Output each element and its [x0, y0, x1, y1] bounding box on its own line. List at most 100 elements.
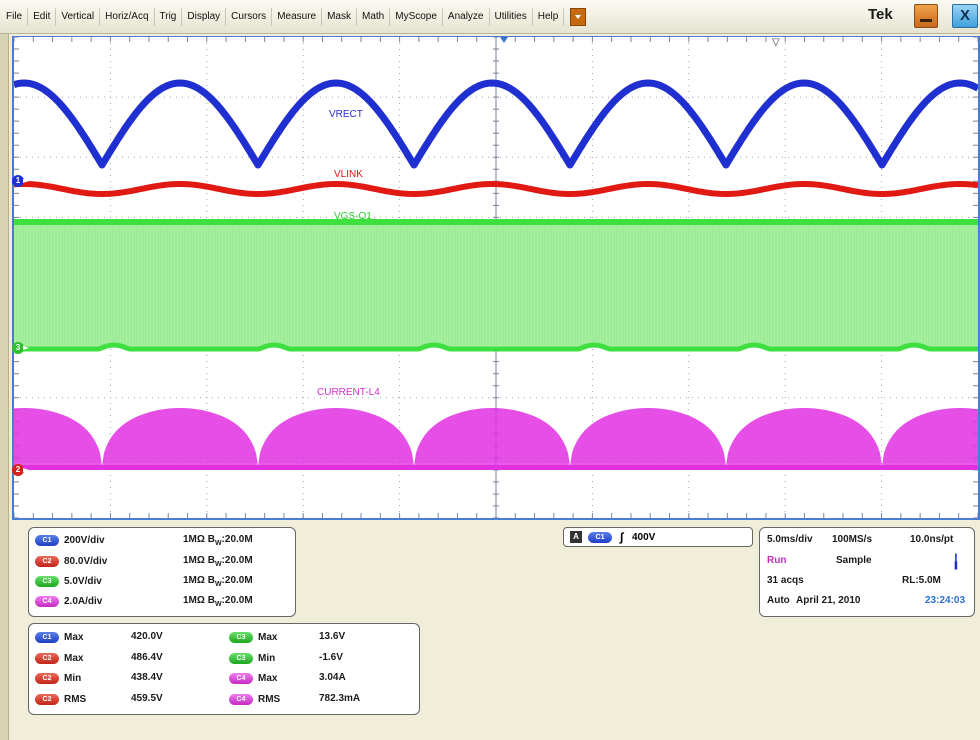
- date: April 21, 2010: [796, 595, 861, 606]
- measurement-value: 486.4V: [131, 652, 163, 663]
- measurement-row[interactable]: C1 Max: [35, 630, 83, 644]
- sample-rate: 100MS/s: [832, 534, 873, 545]
- measurement-row[interactable]: C2 Min: [35, 671, 81, 685]
- waveform-display[interactable]: VRECT VLINK VGS-Q1 CURRENT-L4: [12, 36, 980, 520]
- left-edge-bar: [0, 34, 9, 740]
- bandwidth-c1: 1MΩ BW:20.0M: [183, 534, 253, 547]
- measurement-row[interactable]: C3 Min: [229, 651, 275, 665]
- acq-mode: Sample: [836, 555, 872, 566]
- channel-setting-c2[interactable]: C2 80.0V/div: [35, 554, 107, 568]
- vgs-high-level: [14, 219, 978, 225]
- menu-help[interactable]: Help: [533, 8, 565, 26]
- channel-settings-panel[interactable]: C1 200V/div C2 80.0V/div C3 5.0V/div C4 …: [28, 527, 296, 617]
- measurement-name: Max: [258, 672, 278, 684]
- scale-value: 80.0V/div: [64, 555, 108, 567]
- trigger-level: 400V: [632, 532, 656, 543]
- menu-file[interactable]: File: [4, 8, 29, 26]
- channel-badge: C3: [229, 631, 253, 643]
- measurement-value: -1.6V: [319, 652, 343, 663]
- bandwidth-c2: 1MΩ BW:20.0M: [183, 555, 253, 568]
- measurement-name: Max: [64, 631, 84, 643]
- channel-setting-c4[interactable]: C4 2.0A/div: [35, 594, 102, 608]
- channel-badge: C2: [35, 693, 59, 705]
- label-vrect: VRECT: [329, 109, 363, 120]
- measurement-value: 13.6V: [319, 631, 346, 642]
- menu-horiz-acq[interactable]: Horiz/Acq: [100, 8, 155, 26]
- label-current-l4: CURRENT-L4: [317, 387, 380, 398]
- measurement-name: RMS: [64, 693, 87, 705]
- measurement-value: 420.0V: [131, 631, 163, 642]
- channel-badge: C2: [35, 652, 59, 664]
- scale-value: 200V/div: [64, 534, 105, 546]
- menu: File Edit Vertical Horiz/Acq Trig Displa…: [4, 8, 587, 26]
- channel2-marker[interactable]: 2: [12, 464, 29, 476]
- label-vlink: VLINK: [334, 169, 363, 180]
- measurement-value: 3.04A: [319, 672, 346, 683]
- vlink-trace: [14, 180, 978, 198]
- vgs-switching: [14, 223, 978, 345]
- measurement-value: 782.3mA: [319, 693, 361, 704]
- bandwidth-c4: 1MΩ BW:20.0M: [183, 595, 253, 608]
- channel-badge: C1: [35, 534, 59, 546]
- measurement-row[interactable]: C2 RMS: [35, 692, 86, 706]
- measurement-name: Min: [64, 672, 82, 684]
- menu-math[interactable]: Math: [357, 8, 391, 26]
- trigger-a-box: A: [570, 531, 582, 543]
- menu-cursors[interactable]: Cursors: [226, 8, 273, 26]
- channel-badge: C3: [35, 575, 59, 587]
- time: 23:24:03: [925, 595, 966, 606]
- measurement-name: RMS: [258, 693, 281, 705]
- measurement-value: 459.5V: [131, 693, 163, 704]
- vgs-low-level: [14, 342, 978, 352]
- acq-count: 31 acqs: [767, 575, 804, 586]
- scale-value: 5.0V/div: [64, 575, 102, 587]
- trigger-channel-badge: C1: [588, 532, 612, 543]
- measurement-name: Max: [64, 652, 84, 664]
- channel-badge: C4: [229, 693, 253, 705]
- scale-value: 2.0A/div: [64, 595, 103, 607]
- channel3-marker[interactable]: 3: [12, 342, 29, 354]
- measurement-panel[interactable]: C1 Max 420.0V C2 Max 486.4V C2 Min 438.4V C…: [28, 623, 420, 715]
- resolution: 10.0ns/pt: [910, 534, 954, 545]
- waveform-svg: [14, 37, 978, 518]
- menu-display[interactable]: Display: [182, 8, 227, 26]
- current-l4-baseline: [14, 465, 978, 470]
- trigger-panel[interactable]: A C1 ∫ 400V: [563, 527, 753, 547]
- channel-badge: C3: [229, 652, 253, 664]
- menu-vertical[interactable]: Vertical: [56, 8, 101, 26]
- run-state: Run: [767, 555, 787, 566]
- measurement-row[interactable]: C3 Max: [229, 630, 277, 644]
- trigger-position-marker[interactable]: [500, 37, 508, 43]
- measurement-row[interactable]: C2 Max: [35, 651, 83, 665]
- measurement-row[interactable]: C4 Max: [229, 671, 277, 685]
- trigger-arrow-icon: ╽: [952, 554, 960, 569]
- close-button[interactable]: X: [952, 4, 978, 28]
- channel-badge: C4: [229, 672, 253, 684]
- menu-analyze[interactable]: Analyze: [443, 8, 490, 26]
- channel-setting-c3[interactable]: C3 5.0V/div: [35, 574, 102, 588]
- channel-badge: C2: [35, 672, 59, 684]
- measurement-row[interactable]: C4 RMS: [229, 692, 280, 706]
- menu-utilities[interactable]: Utilities: [490, 8, 533, 26]
- minimize-icon[interactable]: [914, 4, 938, 28]
- current-l4-envelope: [14, 408, 978, 466]
- rising-edge-icon: ∫: [620, 530, 624, 544]
- menu-measure[interactable]: Measure: [272, 8, 323, 26]
- brand-logo: Tek: [868, 6, 893, 23]
- label-vgs-q1: VGS-Q1: [334, 211, 372, 222]
- channel-badge: C2: [35, 555, 59, 567]
- timebase: 5.0ms/div: [767, 534, 813, 545]
- channel-setting-c1[interactable]: C1 200V/div: [35, 533, 105, 547]
- channel1-marker[interactable]: 1: [12, 175, 29, 187]
- menu-trig[interactable]: Trig: [155, 8, 183, 26]
- menu-mask[interactable]: Mask: [322, 8, 357, 26]
- measurement-name: Max: [258, 631, 278, 643]
- measurement-name: Min: [258, 652, 276, 664]
- menu-edit[interactable]: Edit: [28, 8, 57, 26]
- menu-myscope[interactable]: MyScope: [390, 8, 443, 26]
- record-length: RL:5.0M: [902, 575, 941, 586]
- vgs-fill: [14, 221, 978, 347]
- acquisition-panel[interactable]: 5.0ms/div 100MS/s 10.0ns/pt Run Sample ╽…: [759, 527, 975, 617]
- vrect-trace: [14, 79, 978, 169]
- menu-dropdown-icon[interactable]: [570, 8, 587, 26]
